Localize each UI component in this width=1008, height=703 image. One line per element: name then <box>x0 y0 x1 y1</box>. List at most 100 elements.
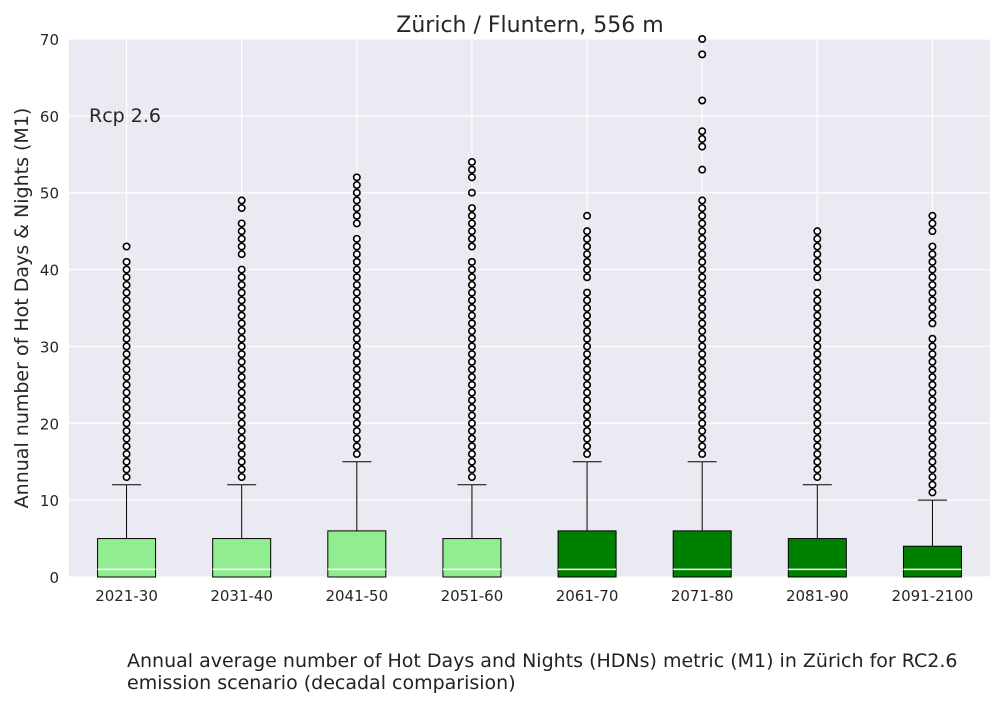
outlier-point <box>813 473 822 482</box>
outlier-point <box>467 388 476 397</box>
outlier-point <box>237 403 246 412</box>
outlier-point <box>122 434 131 443</box>
box <box>557 530 617 578</box>
outlier-point <box>237 434 246 443</box>
x-tick-label: 2081-90 <box>786 587 849 605</box>
outlier-point <box>467 296 476 305</box>
outlier-point <box>928 350 937 359</box>
outlier-point <box>122 426 131 435</box>
outlier-point <box>813 388 822 397</box>
outlier-point <box>467 411 476 420</box>
outlier-point <box>928 396 937 405</box>
y-tick-label: 0 <box>49 569 59 587</box>
outlier-point <box>698 327 707 336</box>
outlier-point <box>698 219 707 228</box>
outlier-point <box>352 288 361 297</box>
x-tick-label: 2071-80 <box>671 587 734 605</box>
outlier-point <box>122 403 131 412</box>
outlier-point <box>237 426 246 435</box>
y-tick-label: 60 <box>40 108 59 126</box>
outlier-point <box>583 288 592 297</box>
outlier-point <box>122 419 131 428</box>
outlier-point <box>698 50 707 59</box>
box <box>442 538 502 578</box>
outlier-point <box>928 334 937 343</box>
outlier-point <box>237 273 246 282</box>
outlier-point <box>813 465 822 474</box>
outlier-point <box>237 419 246 428</box>
outlier-point <box>928 342 937 351</box>
outlier-point <box>237 357 246 366</box>
outlier-point <box>467 257 476 266</box>
outlier-point <box>237 365 246 374</box>
outlier-point <box>467 204 476 213</box>
outlier-point <box>237 265 246 274</box>
outlier-point <box>813 365 822 374</box>
x-tick-label: 2051-60 <box>441 587 504 605</box>
y-tick-label: 70 <box>40 31 59 49</box>
x-tick-labels: 2021-30 2031-40 2041-50 2051-60 2061-70 2071-… <box>95 587 973 605</box>
plot-area <box>69 39 990 577</box>
outlier-point <box>467 211 476 220</box>
outlier-point <box>698 373 707 382</box>
y-tick-label: 50 <box>40 185 59 203</box>
outlier-point <box>583 357 592 366</box>
outlier-point <box>928 250 937 259</box>
outlier-point <box>467 280 476 289</box>
outlier-point <box>698 296 707 305</box>
outlier-point <box>583 296 592 305</box>
y-tick-label: 30 <box>40 338 59 356</box>
outlier-point <box>237 442 246 451</box>
outlier-point <box>352 327 361 336</box>
outlier-point <box>813 396 822 405</box>
outlier-point <box>352 303 361 312</box>
outlier-point <box>352 234 361 243</box>
outlier-point <box>467 442 476 451</box>
box <box>327 530 387 578</box>
outlier-point <box>928 450 937 459</box>
outlier-point <box>352 403 361 412</box>
outlier-point <box>583 311 592 320</box>
outlier-point <box>467 419 476 428</box>
outlier-point <box>698 273 707 282</box>
outlier-point <box>467 234 476 243</box>
outlier-point <box>467 188 476 197</box>
outlier-point <box>467 357 476 366</box>
outlier-point <box>122 296 131 305</box>
outlier-point <box>352 173 361 182</box>
outlier-point <box>698 303 707 312</box>
outlier-point <box>467 319 476 328</box>
outlier-point <box>122 373 131 382</box>
y-tick-label: 10 <box>40 492 59 510</box>
outlier-point <box>122 265 131 274</box>
outlier-point <box>352 219 361 228</box>
x-tick-label: 2091-2100 <box>892 587 974 605</box>
outlier-point <box>352 181 361 190</box>
outlier-point <box>352 396 361 405</box>
outlier-point <box>122 280 131 289</box>
outlier-point <box>698 450 707 459</box>
outlier-point <box>813 288 822 297</box>
outlier-point <box>467 303 476 312</box>
outlier-point <box>583 303 592 312</box>
outlier-point <box>583 396 592 405</box>
outlier-point <box>467 227 476 236</box>
outlier-point <box>467 396 476 405</box>
outlier-point <box>583 334 592 343</box>
outlier-point <box>698 357 707 366</box>
outlier-point <box>813 327 822 336</box>
outlier-point <box>237 396 246 405</box>
outlier-point <box>928 442 937 451</box>
y-axis-label: Annual number of Hot Days & Nights (M1) <box>11 108 33 509</box>
outlier-point <box>122 450 131 459</box>
outlier-point <box>813 419 822 428</box>
outlier-point <box>352 250 361 259</box>
outlier-point <box>698 403 707 412</box>
x-tick-label: 2021-30 <box>95 587 158 605</box>
outlier-point <box>467 242 476 251</box>
outlier-point <box>583 426 592 435</box>
outlier-point <box>352 273 361 282</box>
outlier-point <box>352 365 361 374</box>
outlier-point <box>352 388 361 397</box>
outlier-point <box>928 265 937 274</box>
